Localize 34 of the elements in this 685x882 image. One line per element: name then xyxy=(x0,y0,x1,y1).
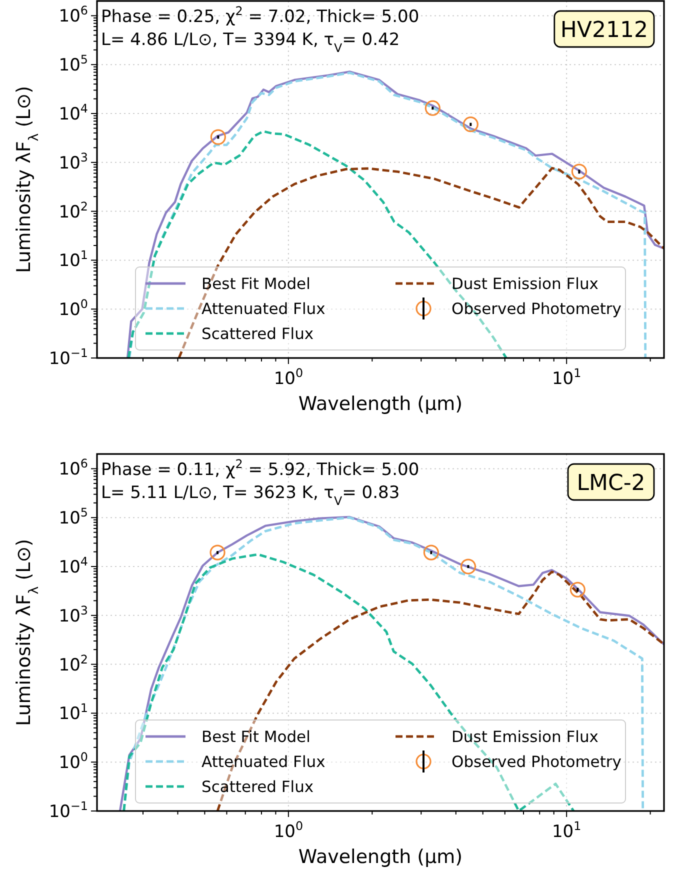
y-tick-label: 10$^{0}$ xyxy=(58,750,88,774)
legend-label: Attenuated Flux xyxy=(202,300,326,318)
x-axis-title: Wavelength (μm) xyxy=(298,846,463,868)
y-tick-label: 10$^{6}$ xyxy=(58,456,88,480)
legend-label: Best Fit Model xyxy=(202,728,310,746)
y-tick-label: 10$^{5}$ xyxy=(58,506,88,529)
legend-label: Dust Emission Flux xyxy=(452,275,598,293)
annotation: Phase = 0.11, χ$^{2}$ = 5.92, Thick= 5.00 xyxy=(101,457,420,480)
y-tick-label: 10$^{6}$ xyxy=(58,4,88,27)
legend-label: Attenuated Flux xyxy=(202,753,326,771)
annotation: L= 5.11 L/L⊙, T= 3623 K, τ$_{V}$= 0.83 xyxy=(101,483,400,508)
legend-label: Observed Photometry xyxy=(452,300,622,318)
legend-label: Observed Photometry xyxy=(452,753,622,771)
y-tick-label: 10$^{5}$ xyxy=(58,52,88,76)
x-axis-title: Wavelength (μm) xyxy=(298,393,463,415)
y-tick-label: 10$^{2}$ xyxy=(58,652,88,676)
legend-label: Scattered Flux xyxy=(202,778,314,796)
y-tick-label: 10$^{4}$ xyxy=(58,554,88,578)
legend-label: Dust Emission Flux xyxy=(452,728,598,746)
annotation: L= 4.86 L/L⊙, T= 3394 K, τ$_{V}$= 0.42 xyxy=(101,30,400,55)
y-tick-label: 10$^{−1}$ xyxy=(48,799,88,822)
text: LMC-2 xyxy=(576,471,646,496)
text: HV2112 xyxy=(560,18,648,43)
y-tick-label: 10$^{2}$ xyxy=(58,199,88,222)
y-tick-label: 10$^{0}$ xyxy=(58,297,88,320)
y-tick-label: 10$^{3}$ xyxy=(58,603,88,626)
y-tick-label: 10$^{1}$ xyxy=(58,701,88,724)
y-tick-label: 10$^{−1}$ xyxy=(48,346,88,369)
y-tick-label: 10$^{4}$ xyxy=(58,102,88,125)
annotation: Phase = 0.25, χ$^{2}$ = 7.02, Thick= 5.00 xyxy=(101,4,420,27)
y-tick-label: 10$^{1}$ xyxy=(58,248,88,272)
legend-label: Best Fit Model xyxy=(202,275,310,293)
legend-label: Scattered Flux xyxy=(202,325,314,343)
y-tick-label: 10$^{3}$ xyxy=(58,150,88,174)
